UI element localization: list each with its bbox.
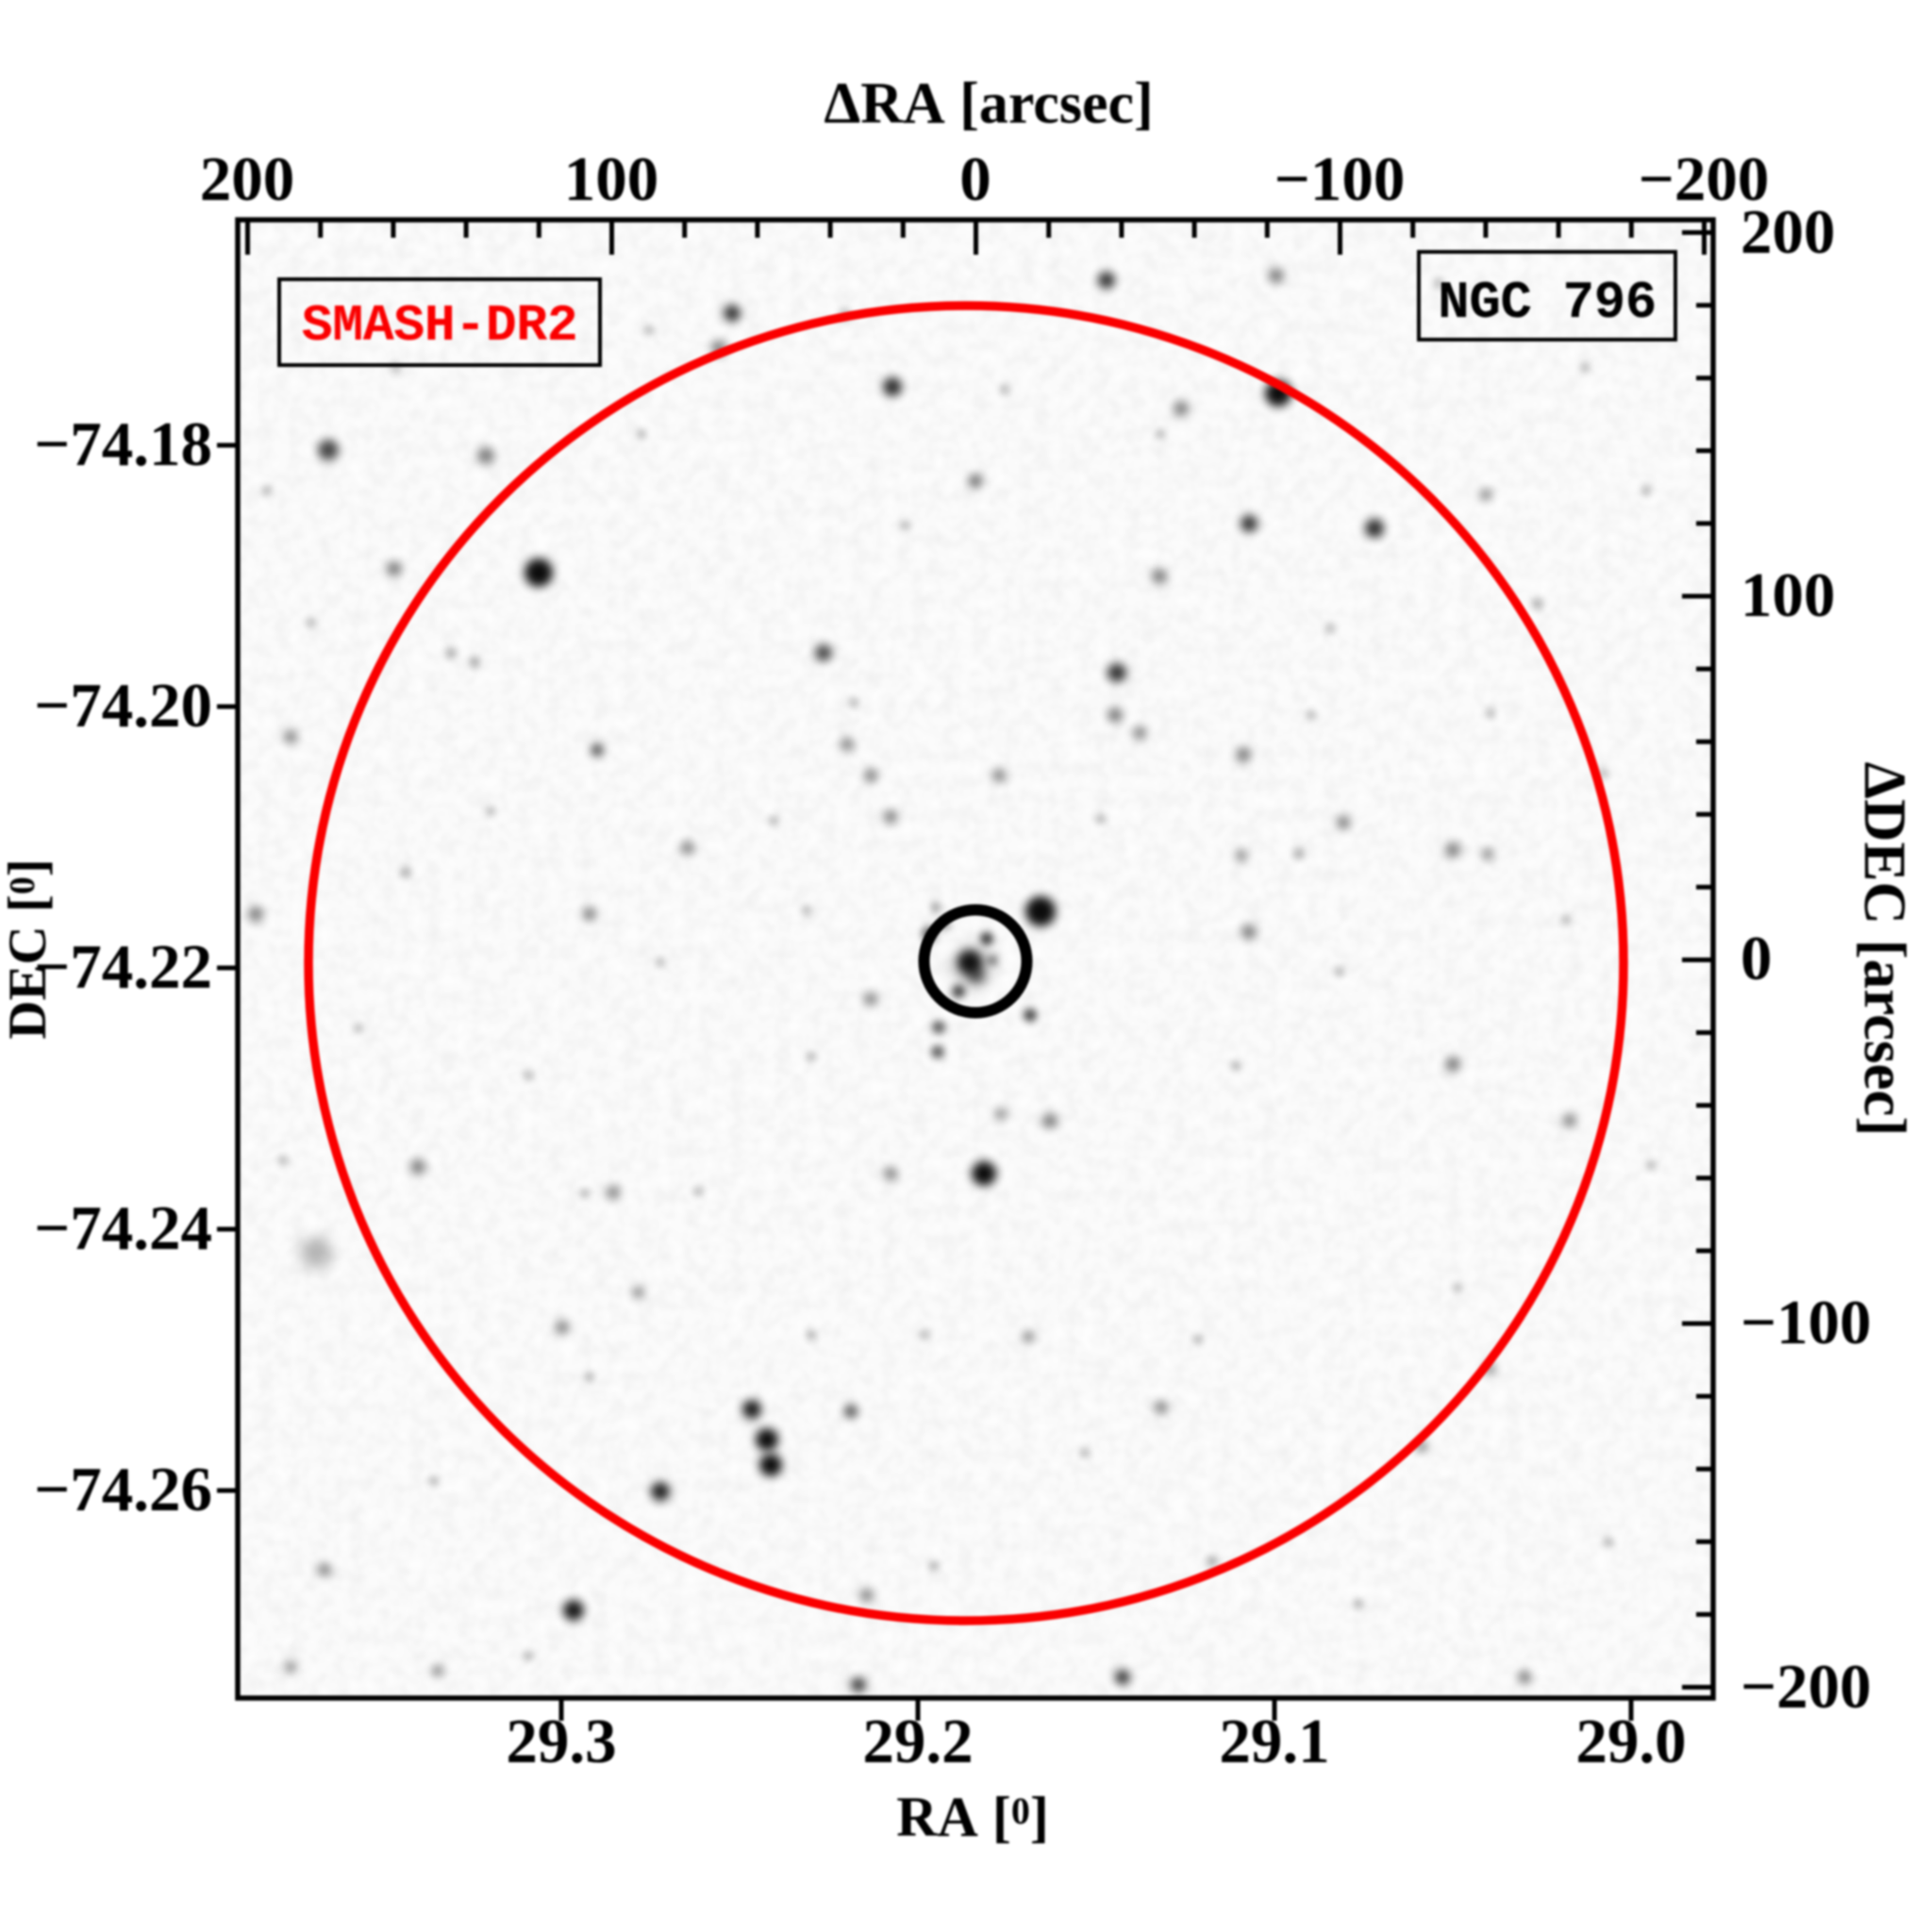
svg-text:DEC [0]: DEC [0]	[0, 858, 58, 1040]
svg-text:NGC 796: NGC 796	[1438, 273, 1657, 333]
svg-text:ΔDEC [arcsec]: ΔDEC [arcsec]	[1852, 762, 1918, 1137]
svg-text:−200: −200	[1639, 144, 1770, 214]
svg-text:−100: −100	[1274, 144, 1406, 214]
svg-text:29.0: 29.0	[1575, 1707, 1686, 1776]
svg-text:200: 200	[200, 144, 295, 214]
svg-text:SMASH-DR2: SMASH-DR2	[302, 296, 578, 356]
svg-text:ΔRA [arcsec]: ΔRA [arcsec]	[824, 72, 1153, 136]
svg-text:29.3: 29.3	[506, 1707, 616, 1776]
svg-text:−74.22: −74.22	[34, 932, 212, 1002]
svg-text:−74.20: −74.20	[34, 671, 212, 741]
svg-text:−200: −200	[1740, 1652, 1872, 1722]
svg-text:RA [0]: RA [0]	[896, 1786, 1049, 1848]
svg-text:−74.26: −74.26	[34, 1455, 212, 1524]
svg-text:0: 0	[959, 144, 991, 214]
svg-text:200: 200	[1740, 197, 1836, 267]
svg-text:−74.24: −74.24	[34, 1193, 212, 1263]
svg-text:−74.18: −74.18	[34, 409, 212, 479]
svg-text:100: 100	[564, 144, 659, 214]
svg-text:−100: −100	[1740, 1288, 1872, 1357]
svg-text:100: 100	[1740, 560, 1836, 630]
svg-text:29.1: 29.1	[1219, 1707, 1329, 1776]
svg-text:29.2: 29.2	[862, 1707, 973, 1776]
svg-text:0: 0	[1740, 924, 1773, 993]
